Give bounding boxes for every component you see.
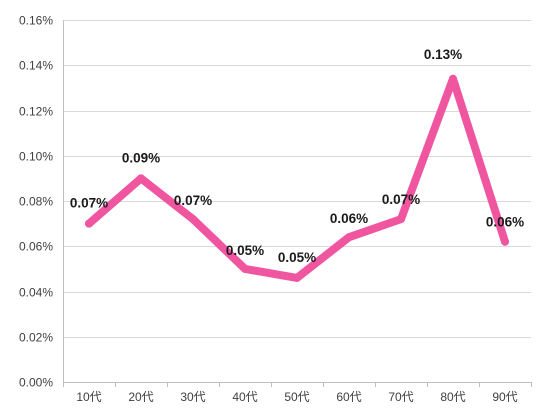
y-tick-label: 0.04% <box>19 286 53 300</box>
data-point <box>449 74 457 83</box>
y-tick-label: 0.08% <box>19 195 53 209</box>
data-label: 0.07% <box>70 196 108 211</box>
y-tick-label: 0.02% <box>19 331 53 345</box>
data-label: 0.05% <box>278 250 316 265</box>
y-tick-label: 0.06% <box>19 240 53 254</box>
data-label: 0.06% <box>486 215 524 230</box>
data-point <box>85 219 93 228</box>
x-tick-label: 10代 <box>76 390 101 404</box>
x-tick-label: 60代 <box>336 390 361 404</box>
data-point <box>189 215 197 224</box>
y-tick-label: 0.14% <box>19 59 53 73</box>
x-tick-label: 90代 <box>492 390 517 404</box>
series-line <box>85 74 509 282</box>
data-point <box>501 237 509 246</box>
x-tick-label: 30代 <box>180 390 205 404</box>
x-tick-label: 40代 <box>232 390 257 404</box>
data-label: 0.13% <box>424 47 462 62</box>
x-tick-label: 70代 <box>388 390 413 404</box>
data-point <box>293 273 301 282</box>
x-tick-label: 20代 <box>128 390 153 404</box>
data-label: 0.07% <box>174 193 212 208</box>
data-labels: 0.07% 0.09% 0.07% 0.05% 0.05% 0.06% 0.07% 0.13%… <box>70 47 524 265</box>
data-label: 0.07% <box>382 192 420 207</box>
x-tick-label: 80代 <box>440 390 465 404</box>
data-point <box>345 233 353 242</box>
data-label: 0.09% <box>122 150 160 165</box>
x-tick-label: 50代 <box>284 390 309 404</box>
gridlines <box>63 20 531 338</box>
y-tick-label: 0.00% <box>19 376 53 390</box>
y-tick-label: 0.10% <box>19 150 53 164</box>
data-point <box>397 215 405 224</box>
axes <box>63 20 532 387</box>
series <box>85 74 509 282</box>
data-point <box>241 264 249 273</box>
x-tick-labels: 10代 20代 30代 40代 50代 60代 70代 80代 90代 <box>76 390 517 404</box>
data-label: 0.06% <box>330 211 368 226</box>
y-tick-label: 0.12% <box>19 105 53 119</box>
y-tick-label: 0.16% <box>19 14 53 28</box>
data-point <box>137 174 145 183</box>
data-label: 0.05% <box>226 243 264 258</box>
y-tick-labels: 0.00% 0.02% 0.04% 0.06% 0.08% 0.10% 0.12% 0.14%… <box>19 14 53 390</box>
